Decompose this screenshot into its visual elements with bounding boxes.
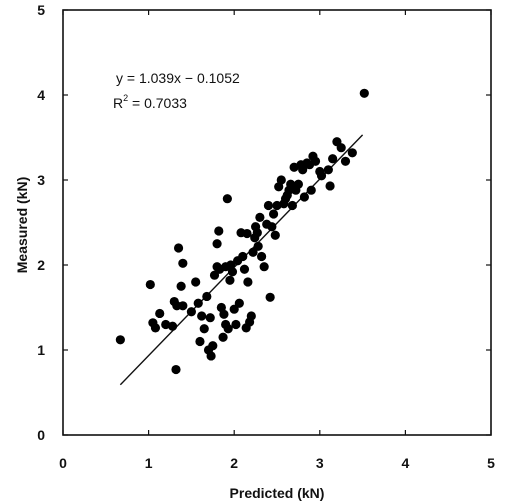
data-point	[287, 200, 298, 211]
data-point	[270, 230, 280, 240]
data-point	[115, 335, 125, 345]
data-point	[193, 298, 203, 308]
y-tick-label: 3	[37, 172, 45, 188]
data-point	[316, 171, 327, 181]
data-point	[208, 341, 218, 351]
data-point	[336, 143, 346, 153]
data-point	[276, 175, 286, 185]
data-point	[286, 179, 296, 189]
x-tick-label: 3	[316, 455, 324, 471]
data-point	[359, 88, 369, 98]
r-squared-value: = 0.7033	[128, 95, 187, 111]
x-tick-label: 1	[145, 455, 153, 471]
data-point	[256, 251, 267, 262]
data-point	[225, 275, 235, 285]
data-point	[340, 156, 351, 166]
data-point	[155, 308, 165, 319]
data-point	[234, 298, 244, 308]
data-point	[186, 307, 196, 317]
data-point	[209, 270, 220, 280]
data-point	[347, 148, 357, 158]
data-points	[115, 88, 369, 375]
data-point	[145, 279, 155, 290]
y-tick-label: 5	[37, 2, 45, 18]
data-point	[248, 247, 258, 257]
data-point	[252, 228, 262, 238]
data-point	[191, 277, 201, 287]
data-point	[150, 323, 161, 333]
r-squared-annotation: R2 = 0.7033	[113, 93, 187, 111]
x-tick-label: 2	[230, 455, 238, 471]
data-point	[227, 267, 238, 277]
data-point	[171, 364, 181, 375]
r-squared-symbol: R	[113, 95, 123, 111]
data-point	[239, 264, 250, 274]
data-point	[293, 179, 303, 189]
data-point	[238, 251, 248, 262]
data-point	[243, 277, 253, 287]
regression-equation: y = 1.039x − 0.1052	[116, 70, 240, 86]
data-point	[246, 311, 256, 321]
axis-ticks: 0 1 2 3 4 5 0 1 2 3 4 5	[37, 2, 495, 471]
y-tick-label: 0	[37, 427, 45, 443]
plot-border	[62, 9, 492, 436]
r-squared-exponent: 2	[123, 93, 128, 103]
y-tick-label: 1	[37, 342, 45, 358]
data-point	[197, 311, 207, 321]
data-point	[306, 185, 316, 195]
y-tick-label: 2	[37, 257, 45, 273]
y-axis-title: Measured (kN)	[14, 177, 30, 273]
data-point	[323, 165, 333, 175]
data-point	[214, 226, 224, 236]
data-point	[206, 351, 216, 361]
plot-area	[62, 9, 492, 436]
data-point	[253, 241, 263, 251]
data-point	[325, 181, 335, 191]
data-point	[218, 332, 228, 342]
data-point	[328, 154, 338, 164]
data-point	[219, 309, 229, 319]
data-point	[263, 200, 274, 211]
data-point	[212, 239, 222, 249]
data-point	[259, 262, 269, 272]
data-point	[265, 292, 275, 302]
data-point	[298, 165, 308, 175]
data-point	[310, 156, 321, 166]
data-point	[173, 243, 184, 253]
data-point	[176, 281, 186, 291]
x-tick-label: 5	[487, 455, 495, 471]
data-point	[199, 324, 209, 334]
data-point	[267, 222, 277, 232]
data-point	[178, 301, 188, 311]
data-point	[178, 258, 188, 268]
data-point	[255, 212, 265, 222]
data-point	[268, 209, 279, 219]
x-tick-label: 0	[59, 455, 67, 471]
data-point	[167, 321, 178, 331]
data-point	[202, 291, 212, 302]
data-point	[205, 313, 215, 323]
x-tick-label: 4	[402, 455, 410, 471]
data-point	[195, 336, 205, 347]
y-tick-label: 4	[37, 87, 45, 103]
data-point	[299, 192, 309, 202]
data-point	[231, 319, 241, 330]
data-point	[222, 194, 232, 204]
x-axis-title: Predicted (kN)	[230, 485, 325, 501]
data-point	[242, 228, 252, 239]
data-point	[223, 324, 233, 334]
data-point	[229, 304, 239, 314]
